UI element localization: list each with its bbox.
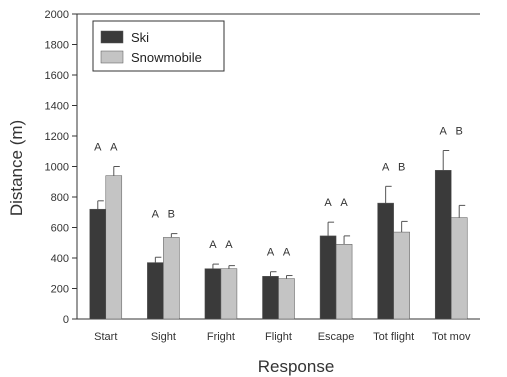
legend-label-ski: Ski (131, 30, 149, 45)
bar-snowmobile-flight (278, 278, 295, 320)
bar-ski-escape (319, 235, 337, 320)
bar-snowmobile-tot-flight (393, 231, 410, 320)
x-tick-label: Fright (207, 331, 235, 343)
significance-letter: A (267, 247, 275, 259)
y-tick-label: 1000 (45, 162, 69, 174)
x-tick-label: Escape (318, 331, 355, 343)
significance-letter: A (382, 161, 390, 173)
bar-snowmobile-fright (220, 268, 238, 320)
bar-ski-tot-mov (434, 170, 452, 320)
significance-letter: A (440, 125, 448, 137)
legend-swatch-snowmobile (100, 50, 124, 64)
significance-letter: B (398, 161, 405, 173)
x-tick-label: Sight (151, 331, 176, 343)
x-tick-label: Tot flight (373, 331, 414, 343)
y-tick-label: 1600 (45, 70, 69, 82)
y-tick-label: 0 (63, 314, 69, 326)
significance-letter: B (456, 125, 463, 137)
y-tick-label: 1200 (45, 131, 69, 143)
bar-snowmobile-sight (163, 237, 180, 320)
significance-letter: A (225, 239, 233, 251)
significance-letter: A (94, 142, 102, 154)
x-axis-title: Response (258, 357, 335, 376)
bar-ski-fright (204, 268, 222, 320)
bar-ski-sight (147, 262, 164, 320)
significance-letter: A (324, 197, 332, 209)
y-tick-label: 1400 (45, 101, 69, 113)
x-tick-label: Tot mov (432, 331, 471, 343)
y-tick-label: 800 (51, 192, 69, 204)
significance-letter: A (152, 209, 160, 221)
significance-letter: A (283, 247, 291, 259)
plot-area: 0 200 400 600 800 1000 1200 1400 1600 1800 2000 Sta… (45, 9, 480, 343)
bar-snowmobile-escape (335, 244, 353, 320)
significance-letter: A (340, 197, 348, 209)
bar-snowmobile-tot-mov (450, 217, 468, 320)
y-tick-label: 2000 (45, 9, 69, 21)
x-tick-label: Flight (265, 331, 292, 343)
bar-ski-start (89, 208, 107, 320)
y-tick-label: 600 (51, 223, 69, 235)
bar-ski-flight (262, 276, 279, 320)
significance-letter: A (209, 239, 217, 251)
bar-ski-tot-flight (377, 202, 394, 320)
legend-label-snowmobile: Snowmobile (131, 50, 202, 65)
x-tick-label: Start (94, 331, 117, 343)
legend-swatch-ski (100, 30, 124, 44)
bar-snowmobile-start (105, 175, 123, 320)
y-axis-title: Distance (m) (7, 120, 26, 216)
significance-letter: B (168, 209, 175, 221)
y-tick-label: 200 (51, 284, 69, 296)
legend: Ski Snowmobile (92, 20, 225, 72)
significance-letter: A (110, 142, 118, 154)
y-tick-label: 400 (51, 253, 69, 265)
y-tick-label: 1800 (45, 40, 69, 52)
